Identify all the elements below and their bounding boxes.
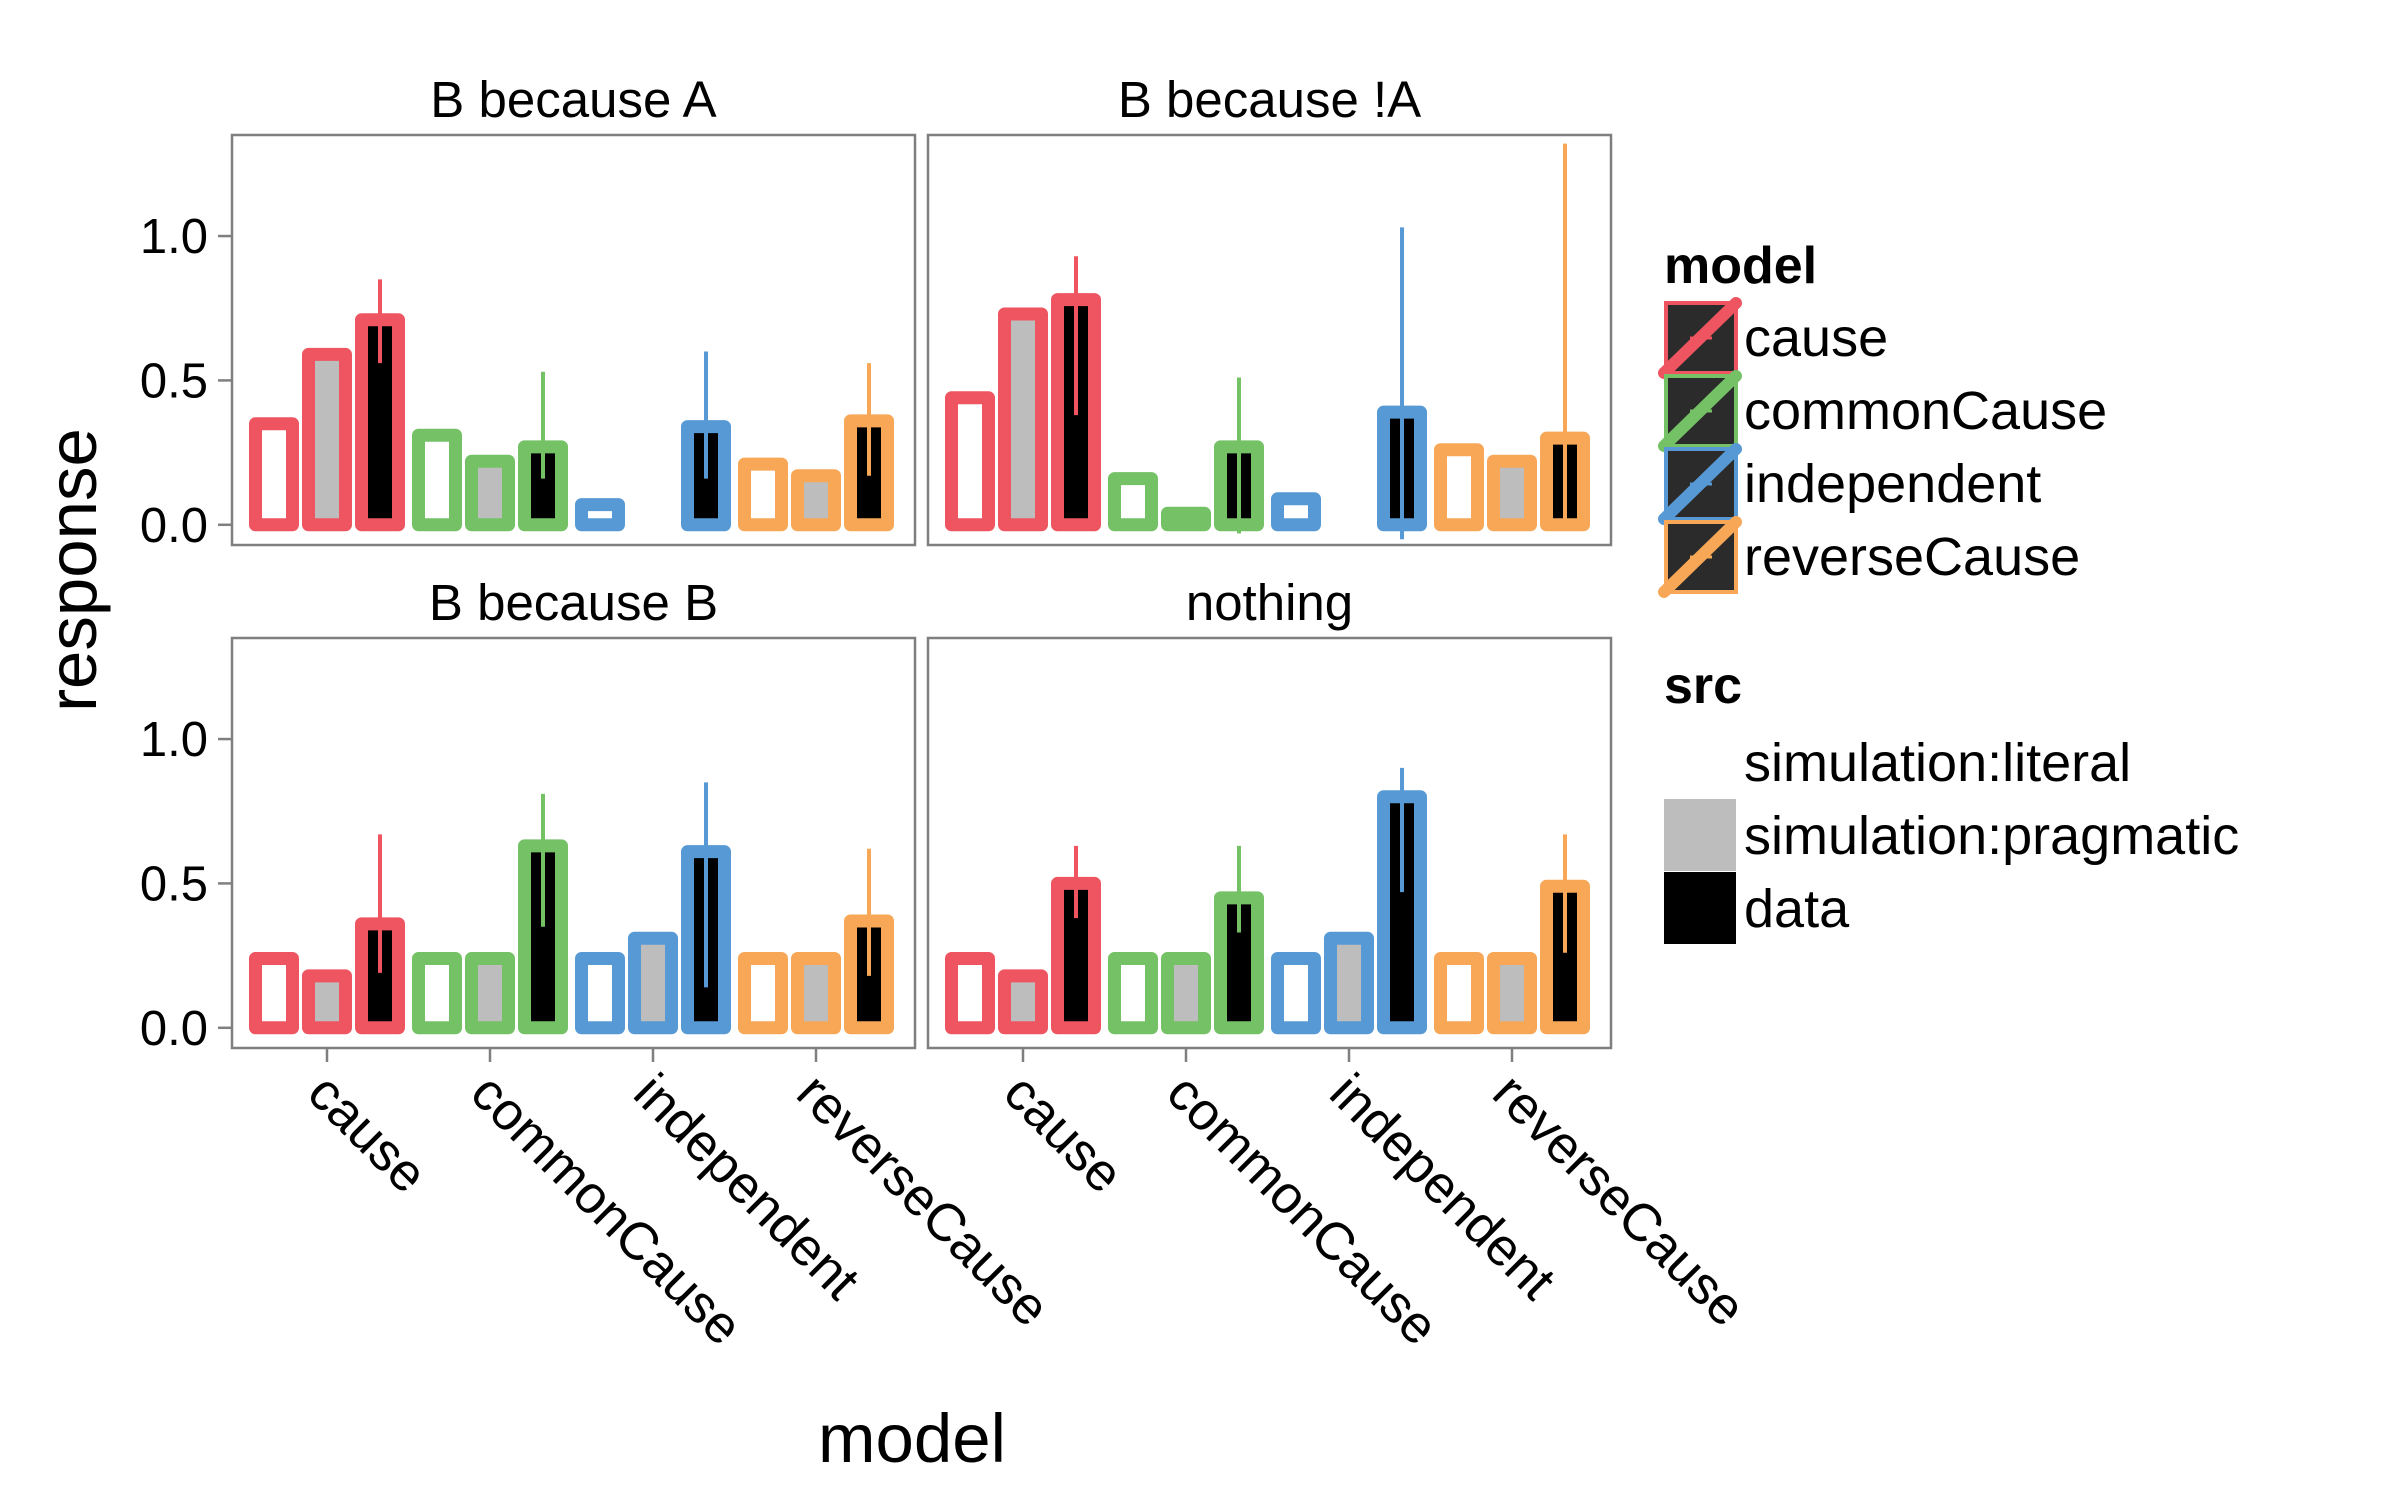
legend-label-cause: cause — [1744, 308, 1888, 368]
y-tick-label: 0.0 — [140, 499, 208, 553]
panel-title: B because A — [430, 71, 716, 128]
panel-title: B because B — [429, 574, 718, 631]
bar-reversecause-literal — [738, 951, 788, 1035]
bar-commoncause-pragmatic — [465, 454, 515, 532]
legend-key-cause — [1658, 297, 1742, 379]
bar-reversecause-pragmatic — [1487, 951, 1537, 1035]
bar-reversecause-literal — [1434, 951, 1484, 1035]
bar-commoncause-pragmatic — [1161, 951, 1211, 1035]
bar-reversecause-pragmatic — [791, 951, 841, 1035]
bar-cause-pragmatic — [302, 969, 352, 1035]
bar-independent-literal — [575, 951, 625, 1035]
legend-key-commoncause — [1658, 370, 1742, 452]
legend-label-commoncause: commonCause — [1744, 381, 2107, 441]
bar-cause-literal — [945, 951, 995, 1035]
bar-commoncause-pragmatic — [465, 951, 515, 1035]
panel-title: B because !A — [1118, 71, 1421, 128]
legend-line-glyph — [1658, 297, 1742, 379]
bar-commoncause-pragmatic — [1161, 506, 1211, 532]
bar-commoncause-literal — [412, 428, 462, 532]
bar-cause-literal — [249, 951, 299, 1035]
bar-cause-pragmatic — [998, 969, 1048, 1035]
panel-title: nothing — [1186, 574, 1353, 631]
y-axis-title: response — [34, 428, 111, 712]
y-tick-label: 0.0 — [140, 1002, 208, 1056]
legend-label-independent: independent — [1744, 454, 2041, 514]
legend-title-src: src — [1664, 657, 1742, 715]
bar-commoncause-literal — [1108, 951, 1158, 1035]
x-tick-label-cause: cause — [993, 1063, 1135, 1205]
x-tick-label-cause: cause — [297, 1063, 439, 1205]
legend-swatch-data — [1664, 872, 1736, 944]
bar-independent-pragmatic — [1324, 931, 1374, 1035]
x-axis-title: model — [818, 1400, 1006, 1477]
legend-line-glyph — [1658, 516, 1742, 598]
legend-key-reversecause — [1658, 516, 1742, 598]
bar-independent-literal — [1271, 951, 1321, 1035]
legend-label-simulation-pragmatic: simulation:pragmatic — [1744, 806, 2239, 866]
legend-label-data: data — [1744, 879, 1850, 939]
legend-label-reversecause: reverseCause — [1744, 527, 2080, 587]
bar-cause-literal — [945, 391, 995, 532]
panel-b-because-a: B because !A — [926, 71, 1613, 547]
legend-title-model: model — [1664, 237, 1817, 295]
legend-swatch-simulation-pragmatic — [1664, 799, 1736, 871]
legend-key-independent — [1658, 443, 1742, 525]
legend-line-glyph — [1658, 443, 1742, 525]
bar-reversecause-pragmatic — [791, 469, 841, 532]
bar-cause-literal — [249, 417, 299, 532]
y-tick-label: 0.5 — [140, 354, 208, 408]
bar-commoncause-literal — [412, 951, 462, 1035]
bar-independent-literal — [575, 498, 625, 532]
bar-independent-pragmatic — [628, 931, 678, 1035]
y-tick-label: 0.5 — [140, 857, 208, 911]
bar-reversecause-pragmatic — [1487, 454, 1537, 532]
bar-independent-literal — [1271, 492, 1321, 532]
bar-commoncause-literal — [1108, 472, 1158, 532]
panels: B because A 0.0 0.5 1.0 B because !A B becaus… — [140, 71, 1757, 1357]
legend-label-simulation-literal: simulation:literal — [1744, 733, 2131, 793]
y-tick-label: 1.0 — [140, 713, 208, 767]
bar-cause-pragmatic — [302, 347, 352, 532]
legend: model cause commonCause independent reverseC… — [1658, 237, 2239, 944]
legend-line-glyph — [1658, 370, 1742, 452]
bar-reversecause-literal — [738, 457, 788, 532]
legend-swatch-simulation-literal — [1664, 726, 1736, 798]
bar-reversecause-literal — [1434, 443, 1484, 532]
y-tick-label: 1.0 — [140, 210, 208, 264]
panel-b-because-a: B because A 0.0 0.5 1.0 — [140, 71, 917, 553]
bar-cause-pragmatic — [998, 307, 1048, 532]
